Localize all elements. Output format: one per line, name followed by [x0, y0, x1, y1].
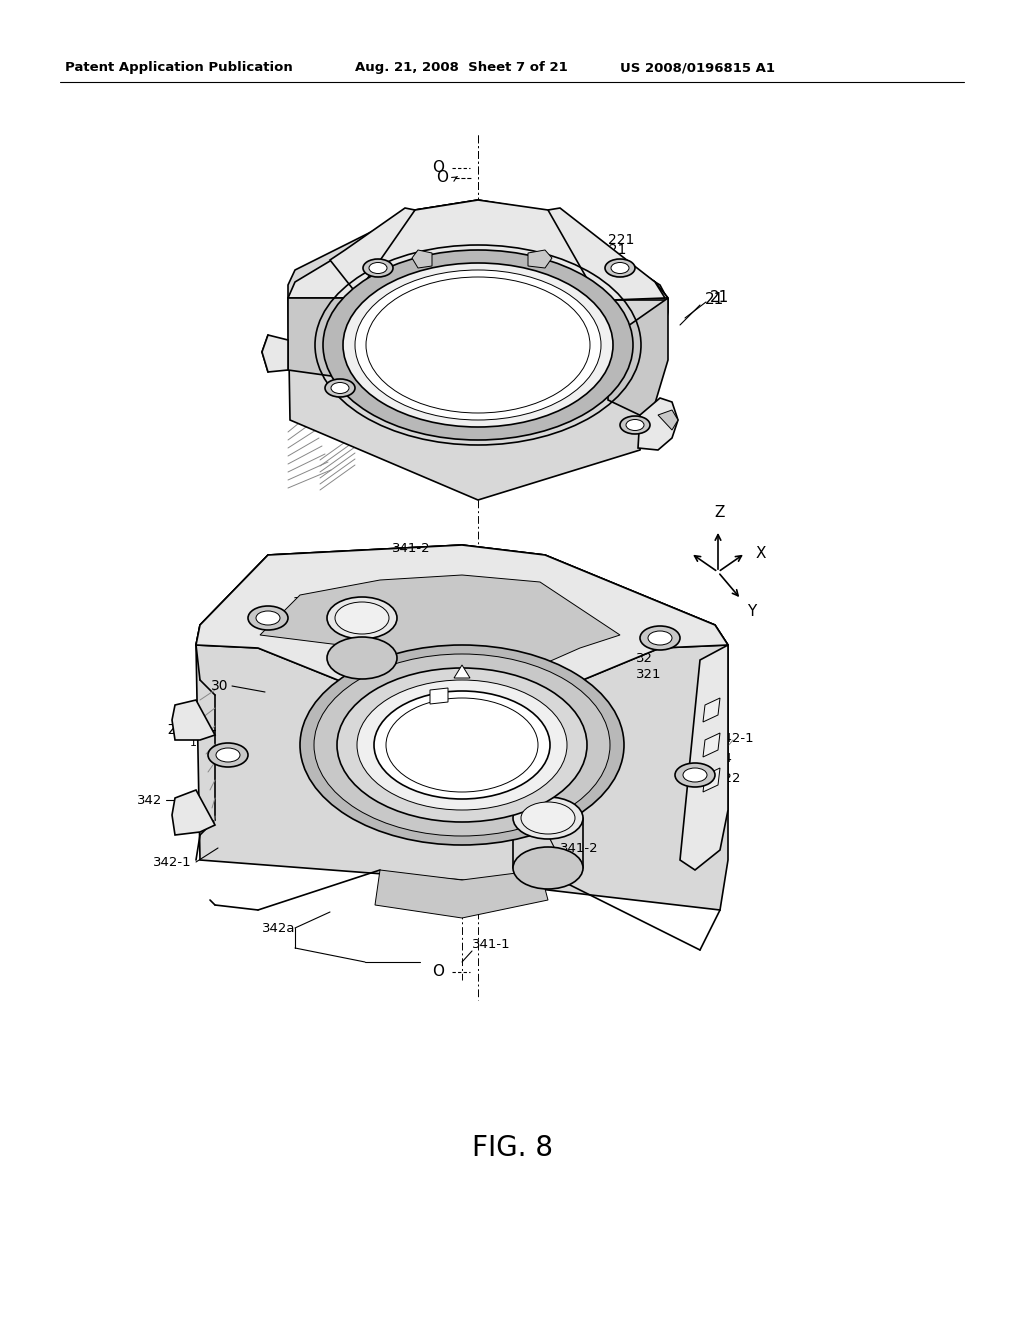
Text: 341-2: 341-2	[392, 541, 431, 554]
Text: Z: Z	[715, 506, 725, 520]
Ellipse shape	[343, 263, 613, 426]
Polygon shape	[172, 789, 215, 836]
Text: 342: 342	[136, 793, 162, 807]
Ellipse shape	[386, 698, 538, 792]
Polygon shape	[548, 209, 665, 300]
Text: US 2008/0196815 A1: US 2008/0196815 A1	[620, 62, 775, 74]
Polygon shape	[172, 700, 215, 741]
Ellipse shape	[366, 277, 590, 413]
Polygon shape	[412, 249, 432, 268]
Ellipse shape	[374, 690, 550, 799]
Ellipse shape	[357, 680, 567, 810]
Polygon shape	[528, 249, 552, 268]
Ellipse shape	[208, 743, 248, 767]
Ellipse shape	[325, 379, 355, 397]
Text: 342-1: 342-1	[154, 855, 193, 869]
Ellipse shape	[248, 606, 288, 630]
Ellipse shape	[314, 653, 610, 836]
Polygon shape	[262, 335, 288, 372]
Polygon shape	[288, 201, 668, 500]
Text: 30: 30	[211, 678, 228, 693]
Text: 32: 32	[636, 652, 653, 664]
Text: 34: 34	[716, 751, 733, 764]
Ellipse shape	[369, 263, 387, 273]
Polygon shape	[658, 411, 678, 430]
Text: O: O	[436, 170, 449, 186]
Ellipse shape	[355, 271, 601, 420]
Polygon shape	[638, 399, 678, 450]
Polygon shape	[454, 665, 470, 678]
Ellipse shape	[675, 763, 715, 787]
Ellipse shape	[216, 748, 240, 762]
Polygon shape	[260, 576, 620, 700]
Ellipse shape	[323, 249, 633, 440]
Polygon shape	[288, 201, 668, 360]
Text: 341: 341	[560, 858, 586, 871]
Ellipse shape	[513, 797, 583, 840]
Ellipse shape	[331, 383, 349, 393]
Ellipse shape	[513, 847, 583, 888]
Ellipse shape	[327, 638, 397, 678]
Polygon shape	[196, 545, 728, 730]
Text: 341-2: 341-2	[560, 842, 599, 854]
Text: 21: 21	[710, 290, 729, 305]
Text: 341-1: 341-1	[472, 939, 511, 952]
Text: Patent Application Publication: Patent Application Publication	[65, 62, 293, 74]
Text: 221: 221	[600, 243, 627, 257]
Text: Aug. 21, 2008  Sheet 7 of 21: Aug. 21, 2008 Sheet 7 of 21	[355, 62, 567, 74]
Ellipse shape	[640, 626, 680, 649]
Ellipse shape	[362, 259, 393, 277]
Text: 1: 1	[190, 738, 197, 748]
Polygon shape	[430, 688, 449, 704]
Polygon shape	[680, 645, 728, 870]
Text: ZL: ZL	[168, 723, 185, 737]
Polygon shape	[196, 545, 728, 909]
Polygon shape	[703, 733, 720, 756]
Text: 342a: 342a	[528, 598, 561, 611]
Ellipse shape	[626, 420, 644, 430]
Ellipse shape	[648, 631, 672, 645]
Text: X: X	[756, 545, 766, 561]
Ellipse shape	[335, 602, 389, 634]
Ellipse shape	[521, 803, 575, 834]
Text: 341: 341	[293, 595, 318, 609]
Polygon shape	[608, 298, 668, 420]
Text: FL: FL	[490, 214, 507, 230]
Text: 342a: 342a	[262, 921, 296, 935]
Text: O: O	[432, 161, 444, 176]
Polygon shape	[288, 298, 370, 380]
Text: 221: 221	[608, 234, 635, 247]
Text: 322: 322	[716, 771, 741, 784]
Ellipse shape	[611, 263, 629, 273]
Polygon shape	[703, 768, 720, 792]
Text: FL: FL	[492, 210, 509, 226]
Ellipse shape	[256, 611, 280, 624]
Ellipse shape	[605, 259, 635, 277]
Polygon shape	[288, 201, 668, 360]
Ellipse shape	[300, 645, 624, 845]
Polygon shape	[375, 870, 548, 917]
Ellipse shape	[337, 668, 587, 822]
Ellipse shape	[683, 768, 707, 781]
Text: 321: 321	[636, 668, 662, 681]
Text: 21: 21	[705, 293, 724, 308]
Text: FIG. 8: FIG. 8	[471, 1134, 553, 1162]
Ellipse shape	[620, 416, 650, 434]
Text: O: O	[432, 965, 444, 979]
Text: 342-1: 342-1	[716, 731, 755, 744]
Polygon shape	[330, 209, 415, 298]
Text: Y: Y	[748, 605, 757, 619]
Text: O: O	[485, 601, 497, 615]
Polygon shape	[703, 698, 720, 722]
Ellipse shape	[327, 597, 397, 639]
Polygon shape	[196, 545, 728, 730]
